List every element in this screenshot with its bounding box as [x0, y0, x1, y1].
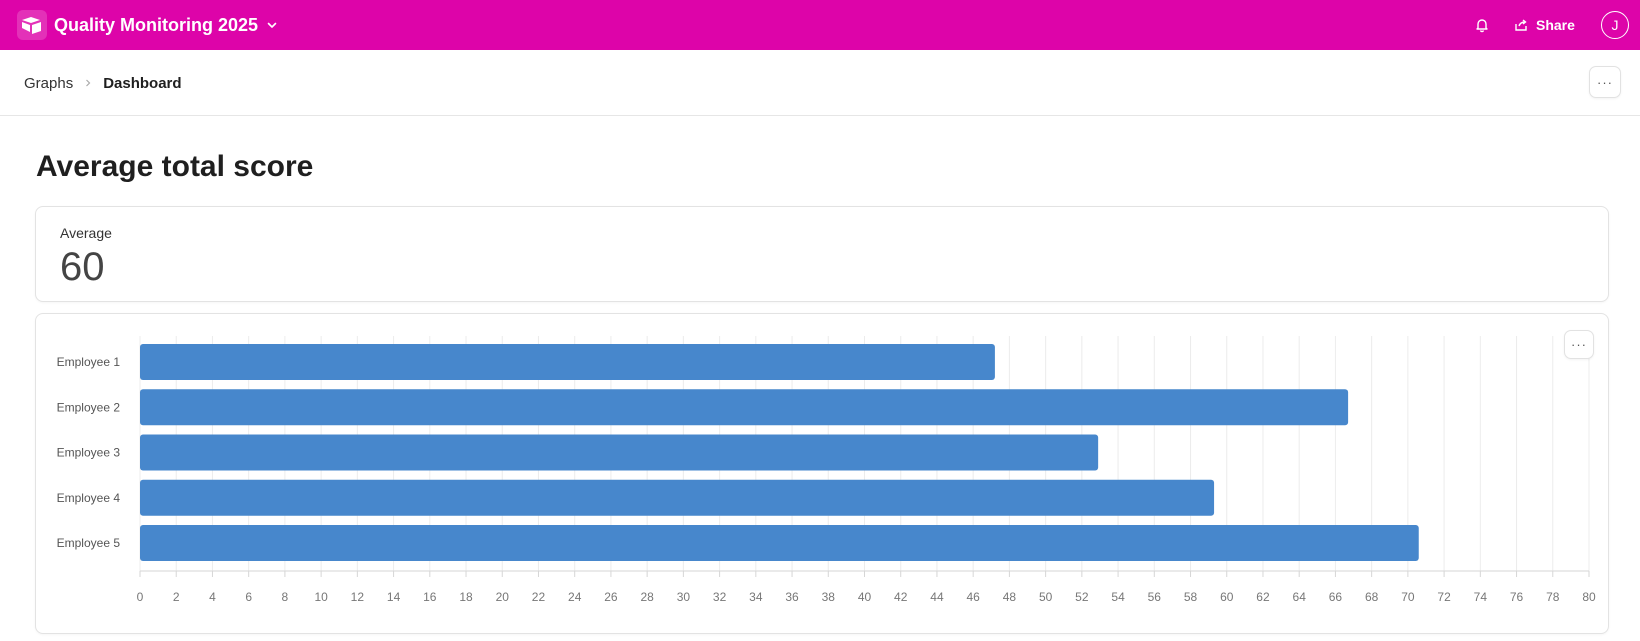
x-tick-label: 6	[245, 590, 252, 604]
x-tick-label: 46	[966, 590, 980, 604]
app-logo-icon[interactable]	[17, 10, 47, 40]
breadcrumb: Graphs Dashboard	[24, 50, 182, 116]
breadcrumb-dashboard: Dashboard	[103, 74, 182, 92]
base-name: Quality Monitoring 2025	[54, 14, 259, 35]
x-tick-label: 32	[713, 590, 727, 604]
share-label: Share	[1536, 17, 1575, 33]
x-tick-label: 24	[568, 590, 582, 604]
x-tick-label: 14	[387, 590, 401, 604]
x-tick-label: 18	[459, 590, 473, 604]
bar	[140, 389, 1349, 426]
x-tick-label: 72	[1437, 590, 1451, 604]
x-tick-label: 58	[1184, 590, 1198, 604]
x-tick-label: 28	[640, 590, 654, 604]
x-tick-label: 50	[1039, 590, 1053, 604]
x-tick-label: 38	[822, 590, 836, 604]
y-category-label: Employee 1	[57, 355, 121, 369]
summary-label: Average	[60, 225, 112, 241]
x-tick-label: 0	[137, 590, 144, 604]
x-tick-label: 66	[1329, 590, 1343, 604]
bar	[140, 525, 1419, 561]
share-icon	[1515, 19, 1527, 31]
chevron-right-icon	[83, 78, 93, 88]
x-tick-label: 64	[1293, 590, 1307, 604]
x-tick-label: 4	[209, 590, 216, 604]
x-tick-label: 10	[314, 590, 328, 604]
sub-header: Graphs Dashboard	[0, 50, 1640, 116]
x-tick-label: 26	[604, 590, 618, 604]
y-category-label: Employee 5	[57, 536, 121, 550]
notifications-bell-icon[interactable]	[1472, 15, 1492, 35]
share-button[interactable]: Share	[1514, 0, 1575, 50]
x-tick-label: 78	[1546, 590, 1560, 604]
x-tick-label: 68	[1365, 590, 1379, 604]
breadcrumb-graphs[interactable]: Graphs	[24, 74, 74, 92]
x-tick-label: 48	[1003, 590, 1017, 604]
x-tick-label: 36	[785, 590, 799, 604]
y-category-label: Employee 2	[57, 400, 121, 414]
bar	[140, 434, 1099, 471]
bar-chart: 0 2 4 6 8 10 12 14 16 18 20 22 24 26 28 30 32 34 36 38 40 42 4…	[57, 336, 1596, 604]
bar	[140, 479, 1215, 516]
x-tick-label: 44	[930, 590, 944, 604]
y-category-label: Employee 4	[57, 491, 121, 505]
x-tick-label: 74	[1474, 590, 1488, 604]
x-tick-label: 2	[173, 590, 180, 604]
x-tick-label: 62	[1256, 590, 1270, 604]
x-tick-label: 22	[532, 590, 546, 604]
page-title: Average total score	[36, 150, 314, 183]
x-tick-label: 60	[1220, 590, 1234, 604]
page-more-options-button[interactable]: ···	[1589, 66, 1621, 98]
base-name-dropdown[interactable]: Quality Monitoring 2025	[54, 0, 278, 50]
chevron-down-icon	[266, 19, 278, 31]
x-tick-label: 80	[1582, 590, 1596, 604]
x-tick-label: 12	[351, 590, 365, 604]
x-tick-label: 42	[894, 590, 908, 604]
x-tick-label: 8	[282, 590, 289, 604]
x-tick-label: 52	[1075, 590, 1089, 604]
chart-more-options-button[interactable]: ···	[1564, 330, 1594, 359]
chart-card: 0 2 4 6 8 10 12 14 16 18 20 22 24 26 28 30 32 34 36 38 40 42 4…	[35, 313, 1609, 634]
y-category-label: Employee 3	[57, 446, 121, 460]
summary-value: 60	[60, 245, 105, 289]
x-tick-label: 20	[496, 590, 510, 604]
x-tick-label: 30	[677, 590, 691, 604]
x-tick-label: 40	[858, 590, 872, 604]
x-tick-label: 56	[1148, 590, 1162, 604]
x-tick-label: 54	[1111, 590, 1125, 604]
x-tick-label: 70	[1401, 590, 1415, 604]
x-tick-label: 76	[1510, 590, 1524, 604]
x-tick-label: 16	[423, 590, 437, 604]
bar	[140, 344, 995, 380]
top-bar: Quality Monitoring 2025 Share J	[0, 0, 1640, 50]
user-avatar[interactable]: J	[1601, 11, 1629, 39]
summary-card: Average 60	[35, 206, 1609, 302]
x-tick-label: 34	[749, 590, 763, 604]
